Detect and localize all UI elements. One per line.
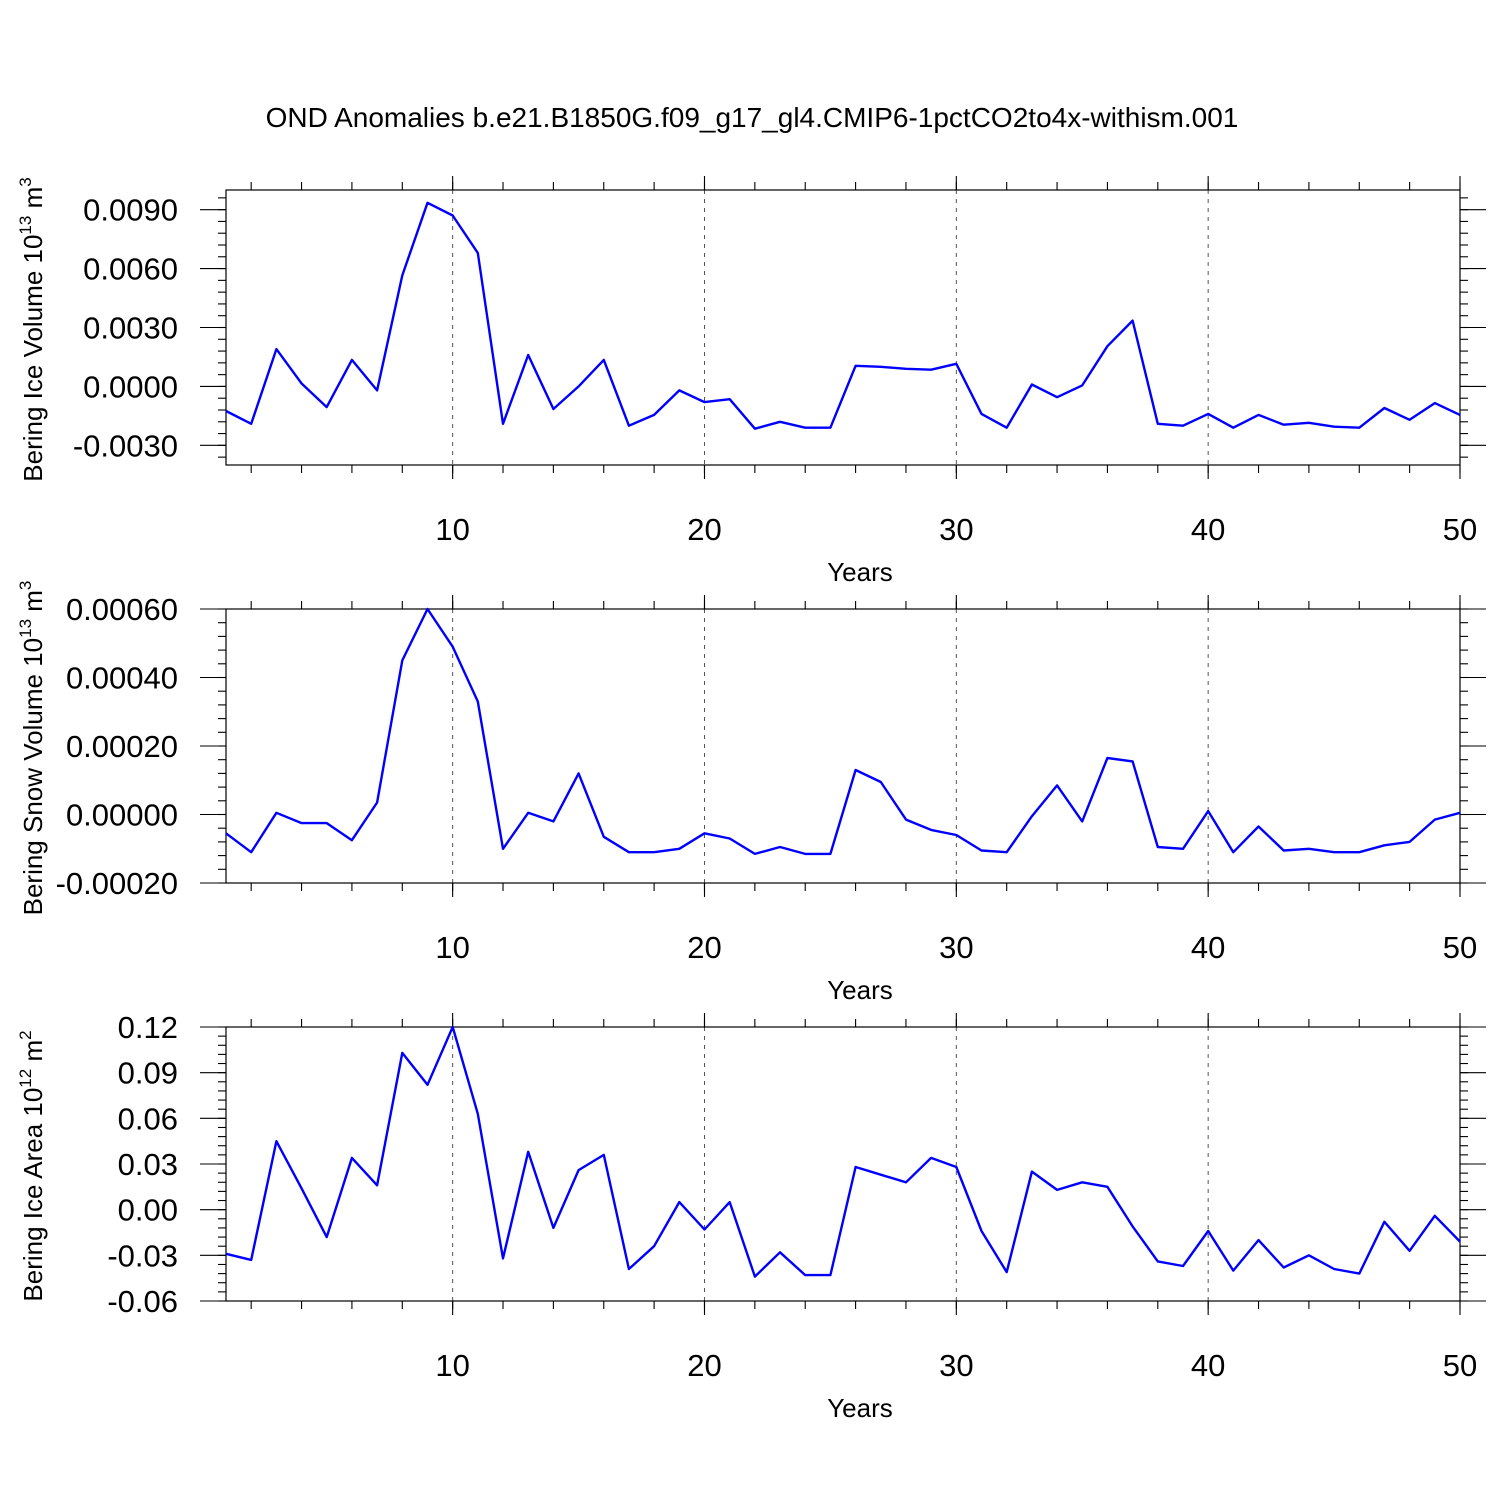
y-tick-label: 0.0060 bbox=[83, 252, 178, 287]
x-axis-title: Years bbox=[827, 975, 893, 1005]
x-tick-label: 40 bbox=[1191, 512, 1225, 547]
y-tick-label: 0.00060 bbox=[66, 592, 178, 627]
x-tick-label: 40 bbox=[1191, 1348, 1225, 1383]
y-tick-label: 0.00 bbox=[118, 1193, 178, 1228]
chart-panel-2: 10 20 30 40 50 0.00060 0.00040 0.00020 0.00000 -0… bbox=[16, 581, 1486, 1005]
series-line bbox=[225, 607, 1461, 856]
chart-title: OND Anomalies b.e21.B1850G.f09_g17_gl4.C… bbox=[266, 102, 1239, 133]
y-tick-label: 0.00000 bbox=[66, 798, 178, 833]
y-axis-title: Bering Snow Volume 1013 m3 bbox=[16, 581, 48, 916]
x-tick-label: 50 bbox=[1443, 930, 1477, 965]
series-line bbox=[225, 201, 1461, 430]
chart-panel-3: 10 20 30 40 50 0.12 0.09 0.06 0.03 0.00 -0.03 -0.06… bbox=[16, 1010, 1486, 1423]
x-tick-label: 30 bbox=[939, 930, 973, 965]
x-axis-title: Years bbox=[827, 1393, 893, 1423]
plot-frame bbox=[225, 1026, 1461, 1302]
y-tick-label: 0.0090 bbox=[83, 193, 178, 228]
y-tick-label: 0.03 bbox=[118, 1147, 178, 1182]
y-tick-label: 0.00040 bbox=[66, 661, 178, 696]
x-axis-title: Years bbox=[827, 557, 893, 587]
x-tick-label: 30 bbox=[939, 1348, 973, 1383]
x-tick-label: 30 bbox=[939, 512, 973, 547]
y-tick-label: 0.0000 bbox=[83, 369, 178, 404]
chart-panels: 10 20 30 40 500.00900.00600.00300.0000-0.003… bbox=[16, 176, 1486, 1423]
y-tick-label: 0.12 bbox=[118, 1010, 178, 1045]
y-axis-title: Bering Ice Area 1012 m2 bbox=[16, 1030, 48, 1301]
series-line bbox=[225, 1025, 1461, 1278]
y-tick-label: 0.00020 bbox=[66, 729, 178, 764]
x-tick-label: 50 bbox=[1443, 1348, 1477, 1383]
x-tick-label: 40 bbox=[1191, 930, 1225, 965]
y-tick-label: 0.06 bbox=[118, 1101, 178, 1136]
x-tick-label: 20 bbox=[687, 1348, 721, 1383]
y-tick-label: 0.0030 bbox=[83, 311, 178, 346]
y-axis-title: Bering Ice Volume 1013 m3 bbox=[16, 177, 48, 481]
chart-panel-1: 10 20 30 40 50 0.0090 0.0060 0.0030 0.0000 -0.003… bbox=[16, 176, 1486, 587]
plot-frame bbox=[225, 189, 1461, 466]
x-tick-label: 10 bbox=[435, 1348, 469, 1383]
y-tick-label: 0.09 bbox=[118, 1056, 178, 1091]
y-tick-label: -0.0030 bbox=[73, 428, 178, 463]
x-tick-label: 50 bbox=[1443, 512, 1477, 547]
x-tick-label: 20 bbox=[687, 512, 721, 547]
y-tick-label: -0.00020 bbox=[56, 866, 178, 901]
x-tick-label: 10 bbox=[435, 512, 469, 547]
y-tick-label: -0.06 bbox=[107, 1284, 178, 1319]
x-tick-label: 10 bbox=[435, 930, 469, 965]
x-tick-label: 20 bbox=[687, 930, 721, 965]
y-tick-label: -0.03 bbox=[107, 1238, 178, 1273]
